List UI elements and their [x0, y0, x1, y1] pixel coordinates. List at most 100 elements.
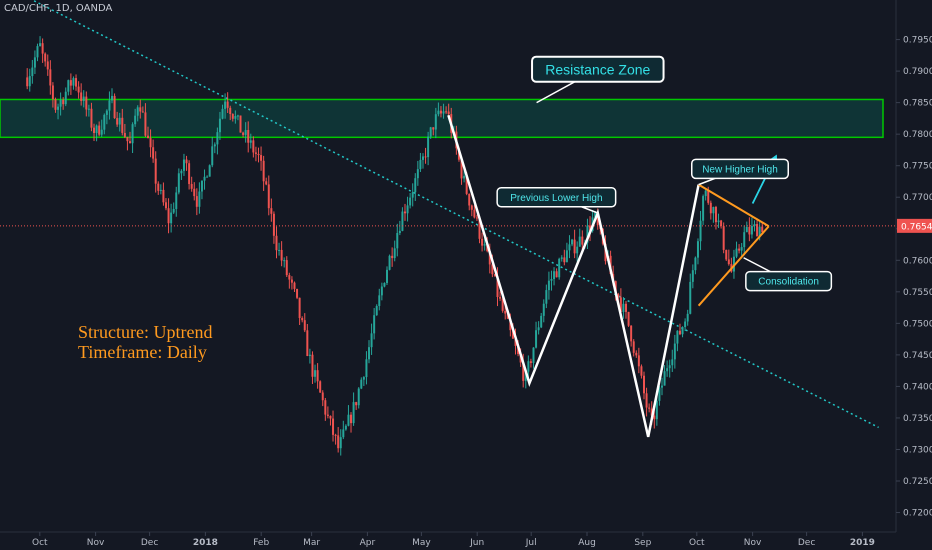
x-tick-label: 2019	[850, 538, 875, 548]
candle-body	[90, 108, 93, 128]
descending-trendline	[30, 0, 879, 429]
candles	[26, 36, 764, 456]
candle-body	[630, 325, 633, 342]
candle-body	[671, 359, 674, 366]
candle-body	[321, 392, 324, 401]
candle-body	[537, 327, 540, 331]
candle-body	[337, 435, 340, 449]
candle-body	[727, 259, 730, 265]
candle-body	[632, 341, 635, 353]
candle-body	[31, 67, 34, 77]
candle-body	[702, 196, 705, 221]
candle-body	[470, 205, 473, 210]
candle-body	[134, 115, 137, 125]
candle-body	[411, 192, 414, 198]
candle-body	[182, 159, 185, 171]
candle-body	[396, 233, 399, 249]
candle-body	[121, 117, 124, 133]
candle-body	[501, 298, 504, 311]
candle-body	[95, 125, 98, 134]
candle-body	[242, 132, 245, 135]
candle-body	[306, 330, 309, 356]
candle-body	[234, 116, 237, 119]
candle-body	[668, 365, 671, 369]
candle-body	[80, 92, 83, 101]
resistance-zone	[0, 98, 884, 139]
x-tick-label: Nov	[87, 538, 105, 548]
candle-body	[87, 108, 90, 110]
last-price-tag	[897, 218, 932, 233]
candle-body	[750, 226, 753, 235]
candle-body	[77, 86, 80, 93]
candle-body	[568, 244, 571, 251]
candle-body	[319, 381, 322, 393]
candle-body	[483, 244, 486, 246]
candle-body	[378, 295, 381, 307]
candle-body	[391, 255, 394, 259]
candle-body	[357, 388, 360, 406]
callout-box	[531, 55, 665, 83]
x-tick-label: Jul	[525, 538, 537, 548]
candle-body	[409, 197, 412, 206]
candle-body	[172, 208, 175, 213]
callout-resistance-zone: Resistance Zone	[531, 55, 665, 104]
candle-body	[164, 202, 167, 209]
candle-body	[344, 425, 347, 430]
callout-text: New Higher High	[702, 164, 778, 175]
candle-body	[368, 347, 371, 360]
candle-body	[553, 271, 556, 280]
candle-body	[758, 226, 761, 237]
callout-previous-lower-high: Previous Lower High	[496, 186, 617, 214]
candle-body	[267, 184, 270, 209]
candle-body	[745, 226, 748, 233]
x-tick-label: Oct	[689, 538, 705, 548]
y-tick-label: 0.72000	[903, 509, 932, 519]
candle-body	[660, 385, 663, 388]
candle-body	[373, 315, 376, 334]
candle-body	[689, 281, 692, 314]
x-tick-label: Nov	[744, 538, 762, 548]
x-tick-label: May	[412, 538, 431, 548]
candle-body	[637, 355, 640, 367]
candle-body	[686, 313, 689, 322]
candle-body	[198, 191, 201, 207]
candle-body	[311, 354, 314, 377]
x-tick-label: Dec	[798, 538, 815, 548]
candle-body	[59, 99, 62, 107]
candle-body	[136, 107, 139, 116]
candle-body	[157, 183, 160, 191]
candle-body	[681, 327, 684, 335]
candle-body	[594, 212, 597, 218]
candle-body	[195, 196, 198, 207]
candle-body	[524, 371, 527, 381]
candle-body	[249, 140, 252, 143]
candle-body	[491, 264, 494, 275]
candle-body	[36, 46, 39, 58]
candle-body	[419, 159, 422, 170]
candle-body	[406, 205, 409, 214]
candle-body	[427, 136, 430, 158]
candle-body	[139, 107, 142, 112]
candle-body	[725, 249, 728, 260]
candle-body	[756, 223, 759, 237]
symbol-label: CAD/CHF, 1D, OANDA	[4, 3, 113, 14]
candle-body	[213, 144, 216, 147]
candle-body	[555, 271, 558, 278]
callout-consolidation: Consolidation	[743, 257, 833, 292]
candle-body	[545, 290, 548, 304]
candle-body	[152, 147, 155, 159]
candle-body	[208, 165, 211, 177]
candle-body	[175, 192, 178, 209]
candle-body	[401, 211, 404, 231]
candle-body	[676, 330, 679, 344]
candle-body	[573, 239, 576, 254]
candle-body	[44, 53, 47, 62]
candle-body	[221, 108, 224, 119]
candle-body	[206, 176, 209, 178]
candle-body	[188, 163, 191, 185]
candle-body	[416, 169, 419, 179]
